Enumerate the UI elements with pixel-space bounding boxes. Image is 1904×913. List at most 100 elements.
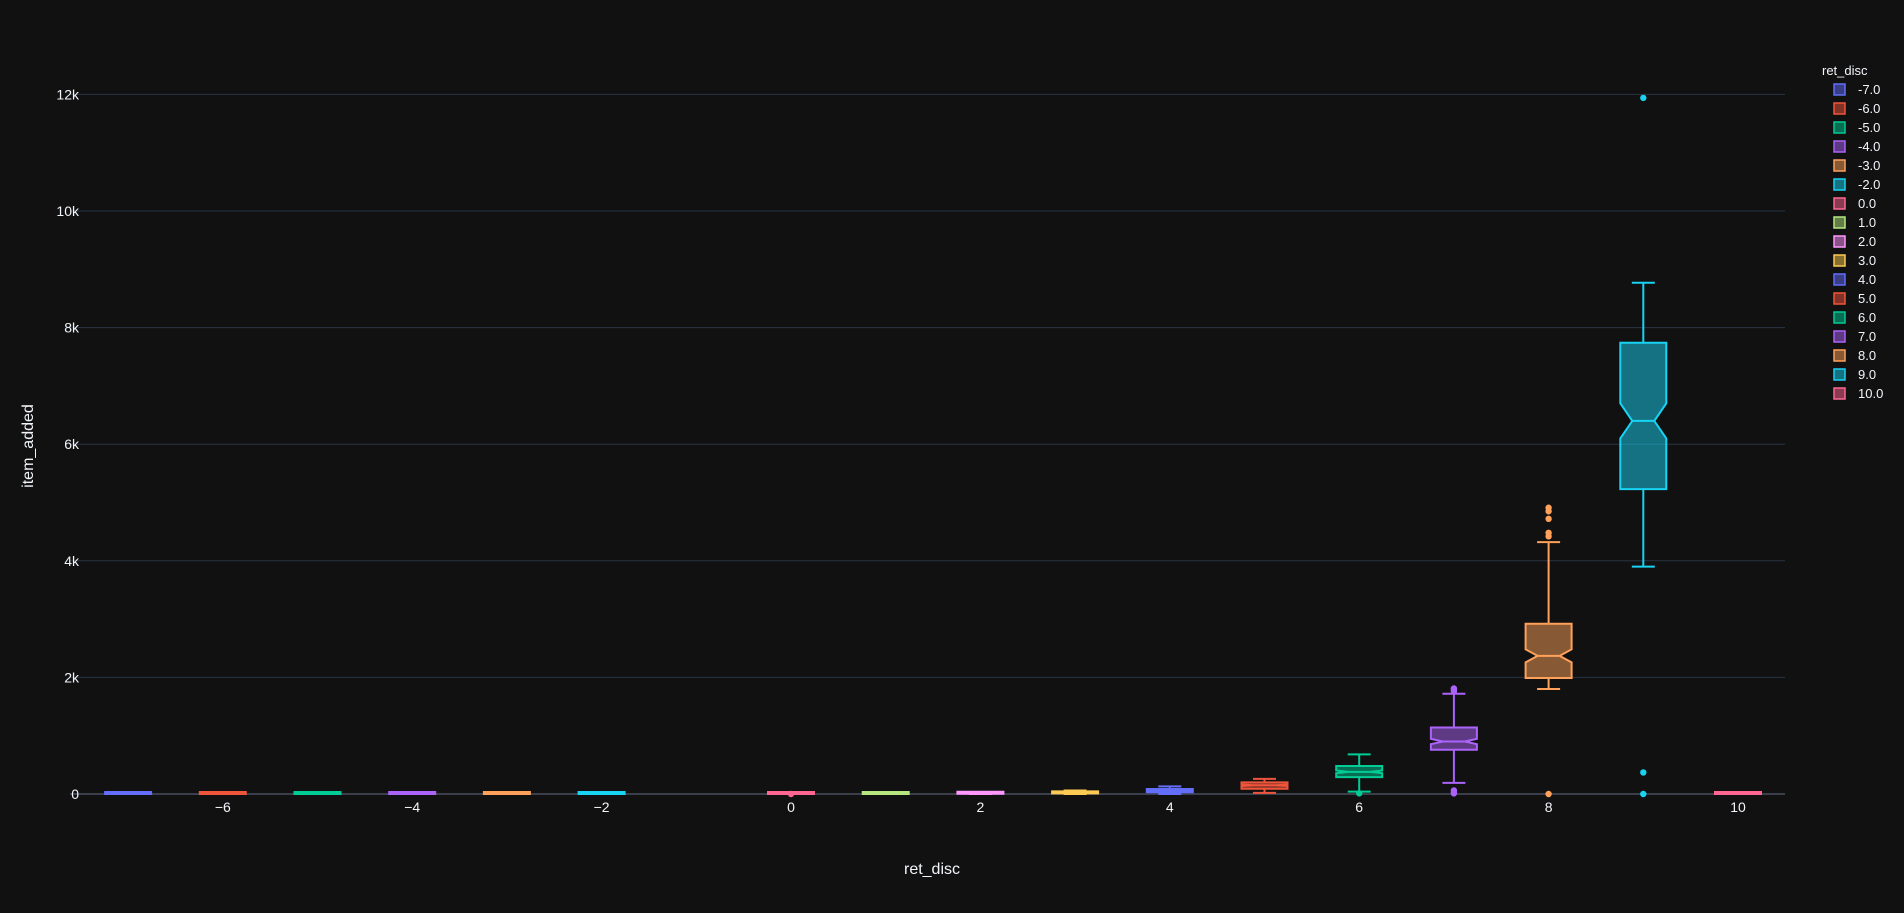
legend-swatch bbox=[1833, 121, 1846, 134]
x-tick-label: −6 bbox=[215, 799, 231, 815]
y-tick-label: 6k bbox=[64, 436, 80, 452]
box-series bbox=[104, 94, 1762, 798]
legend-label: -2.0 bbox=[1858, 177, 1880, 192]
y-tick-label: 2k bbox=[64, 669, 80, 685]
x-tick-label: 6 bbox=[1355, 799, 1363, 815]
y-tick-label: 4k bbox=[64, 553, 80, 569]
box-trace[interactable] bbox=[1524, 504, 1573, 798]
legend-item[interactable]: 0.0 bbox=[1833, 196, 1876, 211]
y-axis-ticks: 0 2k 4k 6k 8k 10k 12k bbox=[56, 86, 80, 802]
outlier-point bbox=[1640, 769, 1647, 776]
outlier-point bbox=[1545, 790, 1552, 798]
legend-swatch bbox=[1833, 273, 1846, 286]
outlier-point bbox=[1545, 515, 1552, 523]
legend-swatch bbox=[1833, 349, 1846, 362]
box-body bbox=[1429, 726, 1478, 751]
box-trace[interactable] bbox=[1714, 791, 1762, 795]
box-trace[interactable] bbox=[388, 791, 437, 795]
legend-swatch bbox=[1833, 311, 1846, 324]
legend-label: -5.0 bbox=[1858, 120, 1880, 135]
outlier-point bbox=[1450, 685, 1458, 692]
legend-swatch bbox=[1833, 368, 1846, 381]
legend-title: ret_disc bbox=[1822, 63, 1868, 78]
legend-swatch bbox=[1833, 387, 1846, 400]
y-tick-label: 0 bbox=[71, 786, 79, 802]
box-trace[interactable] bbox=[1429, 685, 1478, 797]
legend-item[interactable]: -4.0 bbox=[1833, 139, 1880, 154]
legend-label: -7.0 bbox=[1858, 82, 1880, 97]
box-trace[interactable] bbox=[1335, 753, 1384, 797]
x-tick-label: −4 bbox=[404, 799, 420, 815]
y-axis-title: item_added bbox=[20, 404, 37, 488]
outlier-point bbox=[1356, 790, 1363, 797]
legend-swatch bbox=[1833, 197, 1846, 210]
y-tick-label: 8k bbox=[64, 320, 80, 336]
legend-item[interactable]: 1.0 bbox=[1833, 215, 1876, 230]
legend-item[interactable]: 6.0 bbox=[1833, 310, 1876, 325]
legend-swatch bbox=[1833, 83, 1846, 96]
legend-label: 0.0 bbox=[1858, 196, 1876, 211]
box-trace[interactable] bbox=[767, 790, 815, 798]
legend-item[interactable]: 7.0 bbox=[1833, 329, 1876, 344]
box-body bbox=[1619, 341, 1668, 491]
x-tick-label: 10 bbox=[1730, 799, 1746, 815]
legend-swatch bbox=[1833, 140, 1846, 153]
x-tick-label: 8 bbox=[1545, 799, 1553, 815]
legend-item[interactable]: 2.0 bbox=[1833, 234, 1876, 249]
x-axis-ticks: −6 −4 −2 0 2 4 6 8 10 bbox=[215, 799, 1746, 815]
legend-swatch bbox=[1833, 159, 1846, 172]
legend-item[interactable]: -2.0 bbox=[1833, 177, 1880, 192]
legend-label: 5.0 bbox=[1858, 291, 1876, 306]
outlier-point bbox=[1450, 790, 1458, 797]
legend-item[interactable]: -5.0 bbox=[1833, 120, 1880, 135]
box-trace[interactable] bbox=[956, 790, 1005, 795]
box-body bbox=[1524, 622, 1573, 679]
legend-label: -4.0 bbox=[1858, 139, 1880, 154]
legend-item[interactable]: 9.0 bbox=[1833, 367, 1876, 382]
legend[interactable]: ret_disc -7.0 -6.0 -5.0 -4.0 -3.0 -2.0 0.0 1.0 2… bbox=[1822, 63, 1883, 401]
x-tick-label: 2 bbox=[977, 799, 985, 815]
legend-label: -3.0 bbox=[1858, 158, 1880, 173]
legend-item[interactable]: 3.0 bbox=[1833, 253, 1876, 268]
box-trace[interactable] bbox=[1051, 789, 1100, 795]
x-axis-title: ret_disc bbox=[904, 861, 960, 878]
legend-item[interactable]: -6.0 bbox=[1833, 101, 1880, 116]
y-gridlines bbox=[70, 93, 1785, 795]
legend-item[interactable]: 5.0 bbox=[1833, 291, 1876, 306]
legend-swatch bbox=[1833, 235, 1846, 248]
legend-label: 10.0 bbox=[1858, 386, 1883, 401]
legend-swatch bbox=[1833, 292, 1846, 305]
legend-label: 3.0 bbox=[1858, 253, 1876, 268]
outlier-point bbox=[1640, 790, 1647, 798]
legend-swatch bbox=[1833, 102, 1846, 115]
box-trace[interactable] bbox=[1145, 785, 1194, 795]
box-trace[interactable] bbox=[861, 791, 910, 795]
outlier-point bbox=[1640, 94, 1647, 102]
box-trace[interactable] bbox=[1619, 94, 1668, 798]
legend-item[interactable]: -7.0 bbox=[1833, 82, 1880, 97]
box-trace[interactable] bbox=[1240, 777, 1289, 794]
outlier-point bbox=[1545, 529, 1552, 537]
box-trace[interactable] bbox=[482, 791, 531, 795]
x-tick-label: −2 bbox=[594, 799, 610, 815]
box-trace[interactable] bbox=[198, 791, 247, 795]
x-tick-label: 4 bbox=[1166, 799, 1174, 815]
legend-item[interactable]: 8.0 bbox=[1833, 348, 1876, 363]
outlier-point bbox=[787, 790, 795, 798]
box-trace[interactable] bbox=[293, 791, 342, 795]
legend-label: 9.0 bbox=[1858, 367, 1876, 382]
legend-swatch bbox=[1833, 254, 1846, 267]
legend-item[interactable]: -3.0 bbox=[1833, 158, 1880, 173]
legend-label: 7.0 bbox=[1858, 329, 1876, 344]
legend-label: -6.0 bbox=[1858, 101, 1880, 116]
x-tick-label: 0 bbox=[787, 799, 795, 815]
legend-item[interactable]: 4.0 bbox=[1833, 272, 1876, 287]
legend-label: 2.0 bbox=[1858, 234, 1876, 249]
legend-label: 4.0 bbox=[1858, 272, 1876, 287]
box-trace[interactable] bbox=[577, 791, 626, 795]
box-trace[interactable] bbox=[104, 791, 153, 795]
legend-item[interactable]: 10.0 bbox=[1833, 386, 1883, 401]
legend-label: 1.0 bbox=[1858, 215, 1876, 230]
legend-swatch bbox=[1833, 330, 1846, 343]
